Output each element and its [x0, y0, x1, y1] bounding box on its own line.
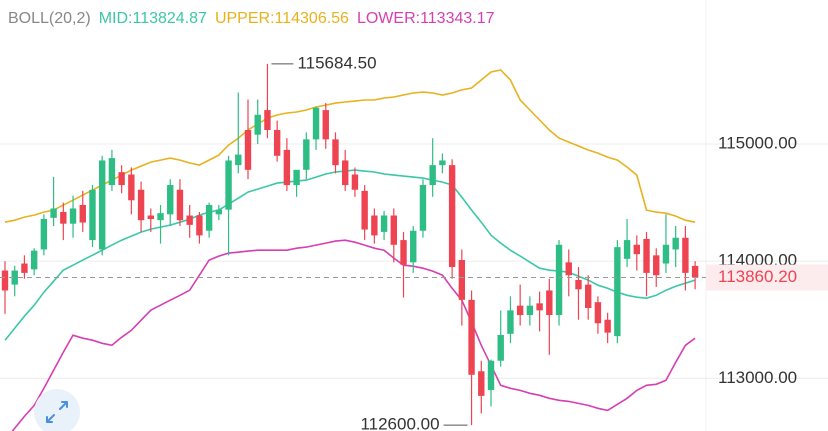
candle-body — [118, 172, 125, 186]
candle-body — [99, 160, 106, 250]
candle-body — [1, 270, 9, 291]
candle-body — [507, 310, 514, 334]
candle-body — [662, 244, 670, 264]
candle-body — [546, 290, 553, 316]
candle-body — [555, 244, 563, 316]
candle-body — [458, 260, 466, 300]
candle-body — [536, 303, 543, 311]
candle-body — [79, 204, 86, 223]
candle-body — [448, 165, 456, 268]
candle-body — [565, 262, 572, 276]
candle-body — [264, 110, 271, 131]
candle-body — [691, 265, 699, 278]
candle-body — [69, 208, 77, 224]
candle-body — [322, 110, 329, 140]
candle-body — [30, 250, 38, 270]
candle-body — [176, 189, 184, 221]
candle-body — [429, 165, 436, 186]
candle-body — [167, 185, 174, 215]
candle-body — [225, 160, 232, 210]
candle-body — [50, 208, 57, 218]
candle-body — [361, 190, 368, 230]
legend-item: LOWER:113343.17 — [357, 10, 495, 27]
candle-body — [342, 160, 349, 186]
candle-body — [60, 211, 67, 224]
candle-body — [273, 130, 281, 156]
candle-body — [643, 238, 650, 273]
candles — [1, 63, 699, 426]
candle-body — [21, 263, 28, 273]
candle-body — [614, 247, 621, 337]
candle-body — [157, 213, 164, 221]
candle-body — [439, 160, 446, 166]
candle-body — [672, 237, 679, 250]
legend-item: BOLL(20,2) — [8, 10, 91, 27]
y-tick-label: 113000.00 — [718, 368, 797, 387]
candle-body — [312, 107, 320, 140]
last-price-bg — [706, 264, 828, 291]
candle-body — [332, 139, 339, 166]
candle-body — [205, 204, 213, 231]
candle-body — [623, 240, 631, 259]
last-price-label: 113860.20 — [718, 267, 797, 286]
candle-body — [283, 149, 291, 186]
candle-body — [594, 302, 602, 324]
candle-body — [147, 215, 154, 220]
candle-body — [128, 174, 135, 201]
candle-body — [419, 185, 427, 231]
candle-body — [478, 371, 485, 396]
candle-body — [196, 215, 203, 236]
candle-body — [390, 215, 397, 245]
candle-body — [254, 114, 261, 135]
candle-body — [575, 279, 582, 290]
candle-body — [235, 154, 242, 166]
band-line — [4, 169, 696, 341]
candle-body — [468, 299, 475, 375]
candle-body — [380, 215, 388, 232]
candle-body — [371, 215, 378, 236]
candle-body — [585, 284, 592, 309]
expand-icon[interactable] — [46, 401, 68, 423]
overlay: 113860.20 115684.50 112600.00 — [0, 53, 828, 431]
candle-body — [89, 189, 96, 241]
candle-body — [633, 244, 640, 255]
expand-circle[interactable] — [34, 389, 80, 431]
y-tick-label: 115000.00 — [718, 134, 797, 153]
candle-body — [186, 215, 193, 225]
candle-body — [400, 240, 407, 265]
legend-item: MID:113824.87 — [99, 10, 207, 27]
candle-body — [244, 130, 252, 170]
candle-body — [497, 334, 504, 361]
candle-body — [410, 230, 417, 263]
candle-body — [40, 219, 48, 250]
candle-body — [653, 255, 660, 276]
max-marker-label: 115684.50 — [297, 53, 376, 72]
bands — [4, 69, 696, 431]
expand-button[interactable] — [34, 389, 80, 431]
candle-body — [303, 139, 310, 170]
min-marker-label: 112600.00 — [360, 415, 439, 431]
candle-body — [526, 305, 534, 316]
candle-body — [604, 319, 611, 333]
candle-body — [516, 305, 524, 316]
candle-body — [293, 169, 300, 186]
candle-body — [487, 360, 495, 391]
band-line — [4, 69, 696, 223]
candle-body — [108, 158, 116, 186]
legend-item: UPPER:114306.56 — [215, 10, 349, 27]
legend: BOLL(20,2) MID:113824.87 UPPER:114306.56 LO… — [8, 10, 495, 27]
candle-body — [137, 189, 145, 221]
candle-body — [215, 209, 223, 215]
band-line — [11, 239, 696, 431]
candle-body — [682, 237, 689, 273]
candle-body — [11, 270, 18, 285]
candle-body — [351, 174, 359, 190]
